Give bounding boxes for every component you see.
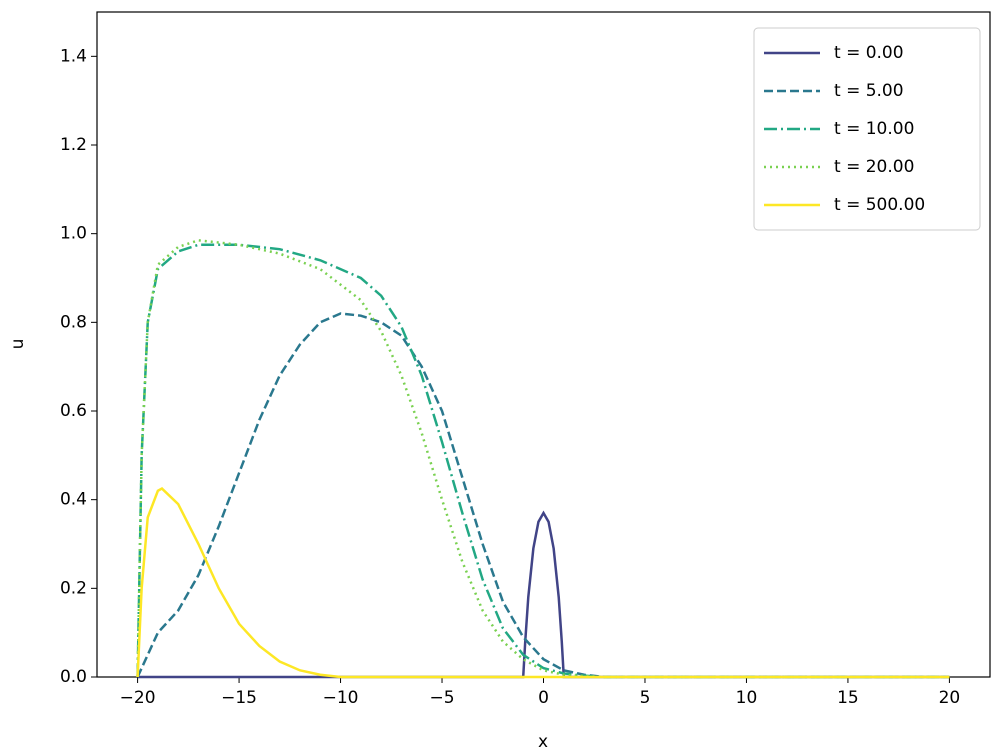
- y-tick-label: 0.4: [60, 490, 87, 510]
- y-tick-label: 0.2: [60, 578, 87, 598]
- legend-label: t = 10.00: [834, 119, 914, 139]
- x-tick-label: 10: [736, 688, 758, 708]
- y-axis-label: u: [8, 339, 28, 350]
- series-line: [136, 312, 950, 679]
- x-tick-label: 20: [939, 688, 961, 708]
- series-line: [136, 487, 950, 679]
- y-tick-label: 0.8: [60, 312, 87, 332]
- series-line: [136, 243, 950, 679]
- series-line: [137, 510, 950, 679]
- x-axis-label: x: [538, 732, 548, 752]
- legend-label: t = 5.00: [834, 81, 904, 101]
- x-tick-label: −20: [120, 688, 156, 708]
- y-tick-label: 1.2: [60, 135, 87, 155]
- x-tick-label: 15: [837, 688, 859, 708]
- y-tick-label: 0.0: [60, 667, 87, 687]
- legend-label: t = 0.00: [834, 43, 904, 63]
- legend-label: t = 20.00: [834, 157, 914, 177]
- x-tick-label: −5: [429, 688, 454, 708]
- legend-label: t = 500.00: [834, 195, 925, 215]
- y-tick-label: 1.0: [60, 224, 87, 244]
- x-tick-label: 0: [538, 688, 549, 708]
- y-tick-label: 0.6: [60, 401, 87, 421]
- x-tick-label: −15: [221, 688, 257, 708]
- x-tick-label: 5: [640, 688, 651, 708]
- x-tick-label: −10: [323, 688, 359, 708]
- y-tick-label: 1.4: [60, 46, 87, 66]
- series-line: [136, 239, 950, 679]
- legend-box: [753, 27, 981, 231]
